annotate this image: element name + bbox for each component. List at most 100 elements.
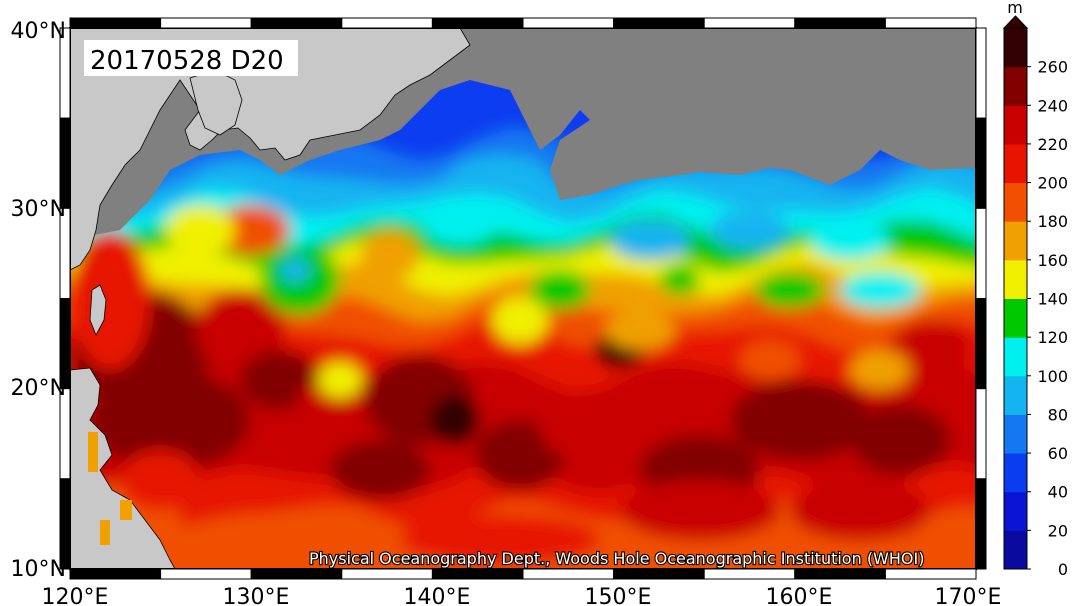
border-tick-bottom (431, 568, 524, 580)
colorbar-segment (1004, 298, 1027, 338)
border-tick-top (522, 17, 615, 29)
d20-eddy (120, 450, 200, 510)
border-tick-left (59, 388, 71, 480)
colorbar-tick-label: 260 (1037, 58, 1068, 77)
philippines-land (70, 367, 176, 569)
lon-label: 150°E (585, 585, 652, 606)
colorbar-segment (1004, 221, 1027, 261)
d20-eddy (330, 440, 430, 500)
colorbar-tick-label: 60 (1048, 444, 1068, 463)
title-box: 20170528 D20 (84, 40, 298, 76)
d20-eddy (492, 296, 548, 344)
d20-eddy (90, 370, 250, 470)
map-area (70, 28, 976, 569)
lat-label: 40°N (11, 19, 66, 44)
d20-eddy (450, 155, 550, 195)
d20-eddy (620, 480, 780, 540)
border-tick-bottom (794, 568, 886, 580)
d20-eddy (840, 272, 920, 308)
colorbar-extend-arrow (1002, 15, 1029, 29)
colorbar-tick-label: 220 (1037, 135, 1068, 154)
colorbar-tick-label: 80 (1048, 405, 1068, 424)
taiwan-land (89, 284, 107, 336)
lat-label: 30°N (11, 197, 66, 222)
d20-eddy (810, 220, 890, 260)
colorbar-tick-label: 0 (1058, 560, 1068, 579)
border-tick-top (160, 17, 252, 29)
border-tick-top (884, 17, 977, 29)
lon-label: 130°E (223, 585, 290, 606)
colorbar-segment (1004, 375, 1027, 415)
border-tick-right (975, 117, 987, 209)
border-tick-top (613, 17, 705, 29)
border-tick-top (431, 17, 524, 29)
shelf-patch (88, 432, 98, 472)
lon-axis-labels: 120°E 130°E 140°E 150°E 160°E 170°E (42, 585, 1002, 606)
colorbar-segment (1004, 453, 1027, 493)
d20-eddy (710, 210, 790, 250)
border-tick-right (975, 27, 987, 119)
colorbar-tick-label: 20 (1048, 521, 1068, 540)
colorbar-segments (1004, 28, 1027, 570)
colorbar-segment (1004, 105, 1027, 145)
lon-label: 120°E (42, 585, 109, 606)
d20-eddy (530, 270, 590, 310)
colorbar-tick-label: 120 (1037, 328, 1068, 347)
border-tick-bottom (703, 568, 796, 580)
shelf-patch (100, 520, 110, 545)
colorbar-segment (1004, 491, 1027, 531)
map-title: 20170528 D20 (90, 46, 284, 76)
border-tick-left (59, 478, 71, 570)
colorbar-ticks: 0 20 40 60 80 100 120 140 160 180 200 220 240 260 (1027, 58, 1068, 579)
colorbar-tick-label: 40 (1048, 483, 1068, 502)
land-mask (70, 28, 976, 569)
border-tick-bottom (522, 568, 615, 580)
border-tick-top (341, 17, 433, 29)
d20-eddy (730, 380, 870, 460)
lat-axis-labels: 40°N 30°N 20°N 10°N (11, 19, 66, 582)
colorbar-segment (1004, 28, 1027, 68)
colorbar-segment (1004, 182, 1027, 222)
colorbar-segment (1004, 66, 1027, 106)
border-tick-right (975, 207, 987, 299)
map-credit: Physical Oceanography Dept., Woods Hole … (309, 549, 924, 568)
d20-eddy (610, 220, 690, 260)
colorbar-tick-label: 200 (1037, 174, 1068, 193)
d20-eddy (740, 340, 800, 380)
colorbar: m 0 20 40 60 80 100 120 140 160 180 200 220 240 260 (1002, 0, 1068, 579)
d20-eddy (195, 290, 285, 370)
colorbar-segment (1004, 143, 1027, 184)
d20-eddy (660, 265, 700, 295)
d20-eddy (850, 405, 950, 475)
lat-label: 10°N (11, 557, 66, 582)
border-tick-top (794, 17, 886, 29)
d20-eddy (70, 230, 150, 370)
lat-label: 20°N (11, 376, 66, 401)
d20-eddy (318, 362, 362, 398)
d20-eddy (890, 320, 970, 380)
d20-eddy (755, 272, 825, 308)
colorbar-unit: m (1007, 0, 1023, 17)
lon-label: 160°E (766, 585, 833, 606)
d20-eddy (360, 230, 420, 280)
border-tick-top (250, 17, 343, 29)
border-tick-bottom (341, 568, 433, 580)
border-tick-top (69, 17, 162, 29)
d20-eddy (605, 310, 675, 350)
d20-eddy (165, 205, 235, 255)
border-tick-bottom (250, 568, 343, 580)
d20-eddy (430, 395, 480, 445)
d20-eddy (280, 258, 310, 282)
colorbar-segment (1004, 414, 1027, 454)
border-tick-right (975, 298, 987, 390)
colorbar-tick-label: 140 (1037, 290, 1068, 309)
map-border-ticks (59, 17, 987, 580)
border-tick-top (703, 17, 796, 29)
d20-eddy (420, 195, 500, 245)
colorbar-segment (1004, 530, 1027, 570)
colorbar-segment (1004, 259, 1027, 299)
border-tick-right (975, 478, 987, 570)
lon-label: 170°E (935, 585, 1002, 606)
lon-label: 140°E (404, 585, 471, 606)
